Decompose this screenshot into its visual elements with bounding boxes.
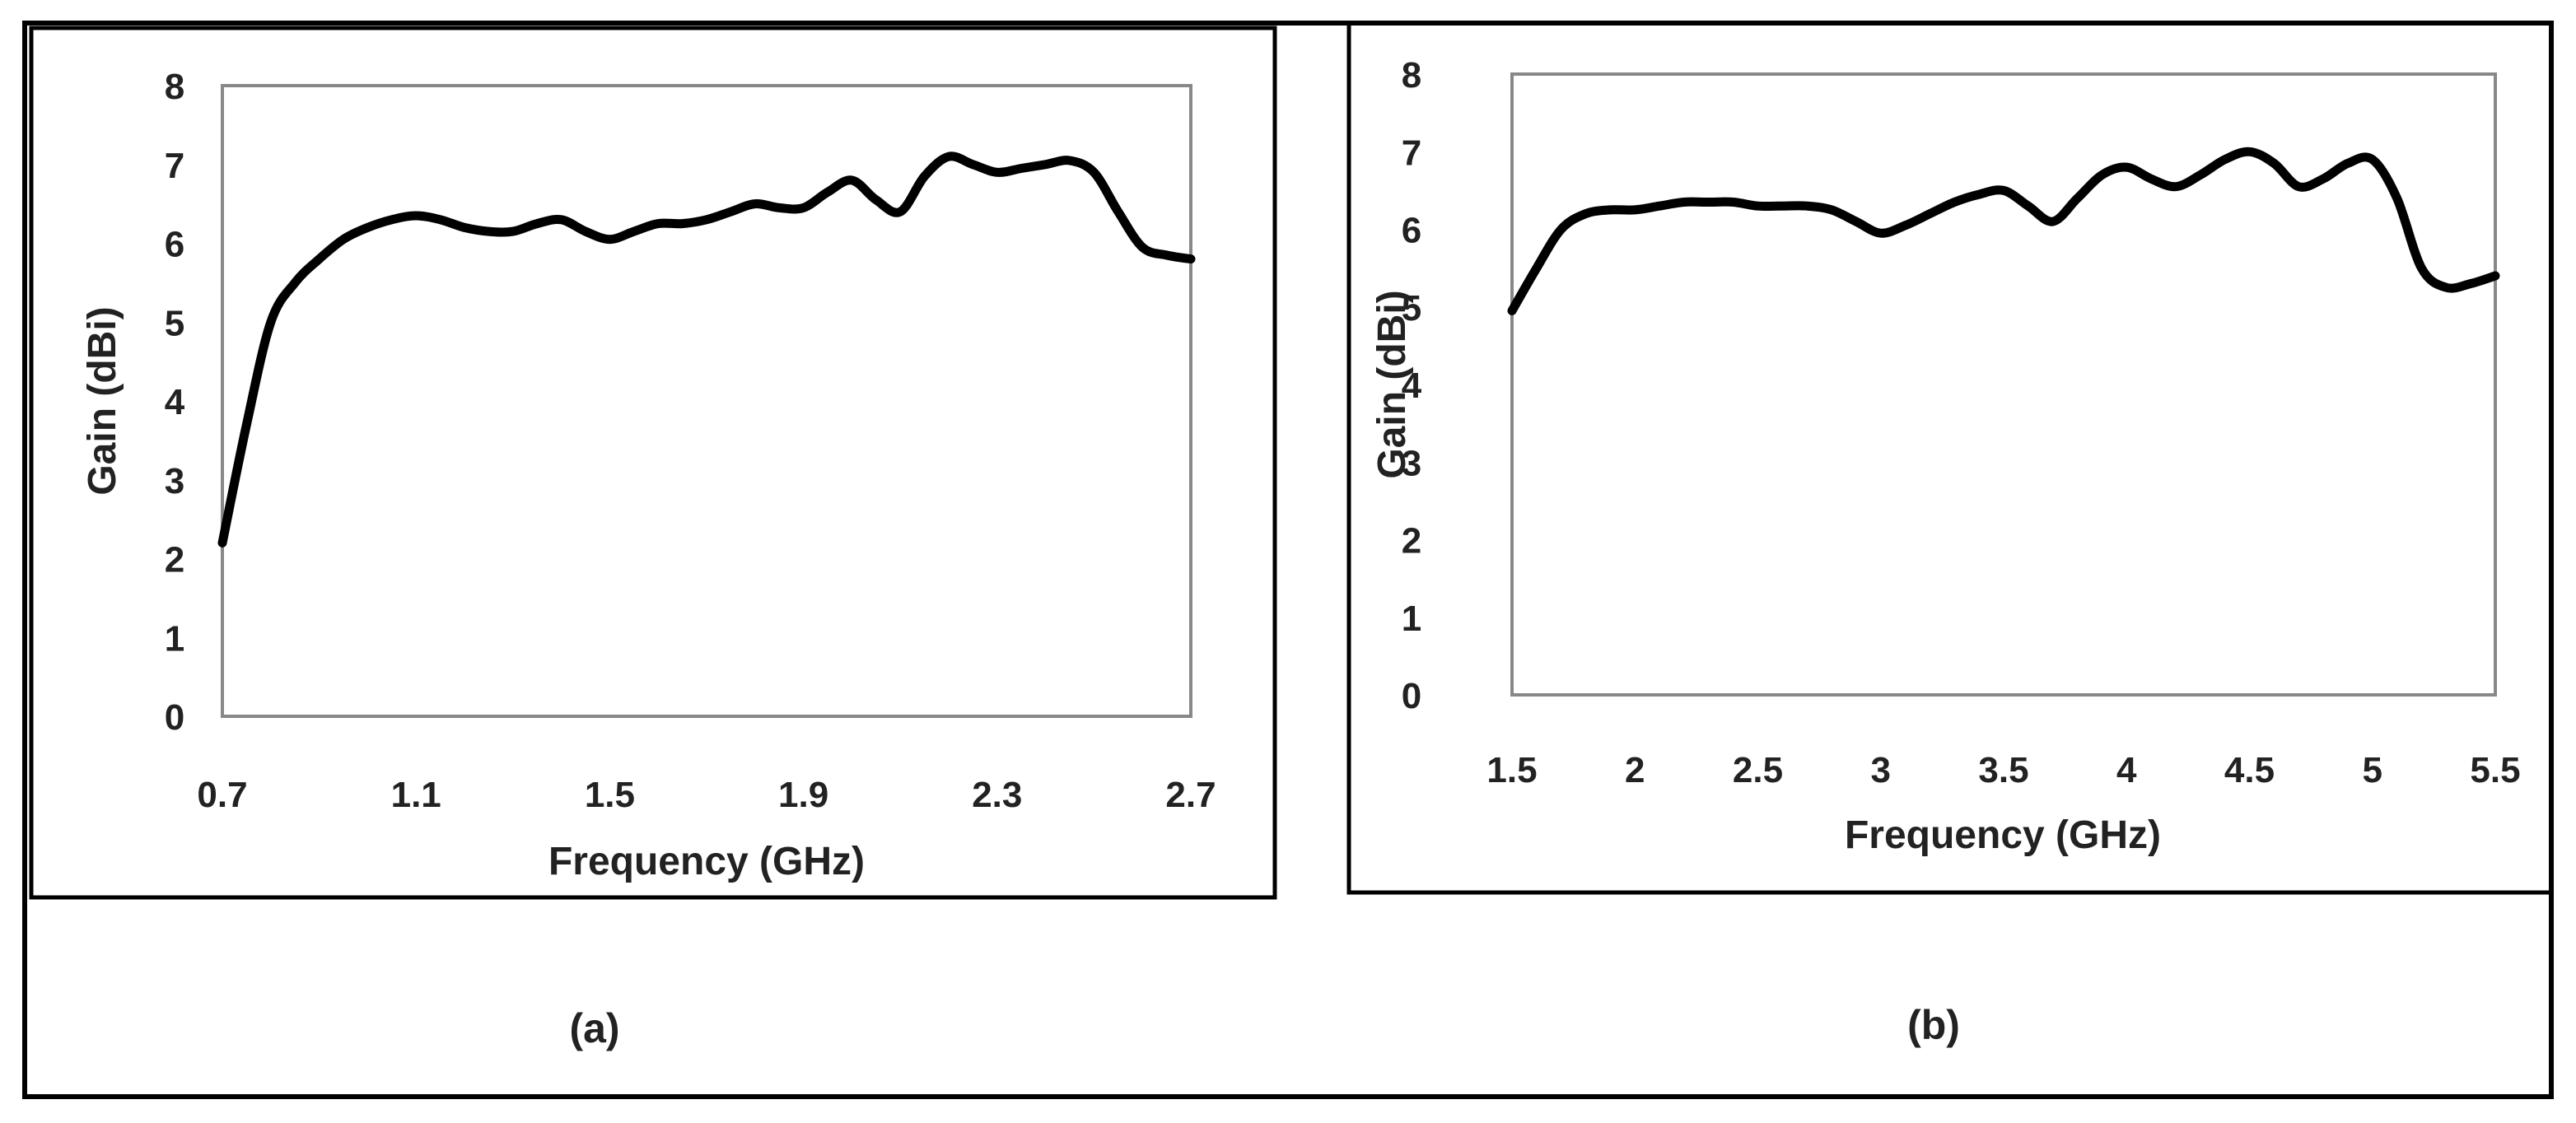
chart-b-y-axis-title: Gain (dBi)	[1370, 290, 1414, 478]
chart-b-x-axis-title: Frequency (GHz)	[1845, 813, 2161, 857]
chart-a-y-tick-label: 1	[165, 618, 184, 659]
chart-a-y-axis-title: Gain (dBi)	[81, 306, 124, 495]
chart-b-y-tick-label: 2	[1402, 521, 1421, 562]
chart-b-y-tick-label: 8	[1402, 55, 1421, 96]
chart-a-x-tick-labels: 0.7 1.1 1.5 1.9 2.3 2.7	[197, 775, 1216, 815]
chart-a-x-tick-label: 2.7	[1165, 775, 1216, 815]
chart-b-x-tick-label: 4.5	[2224, 750, 2275, 790]
chart-a-y-tick-labels: 0 1 2 3 4 5 6 7 8	[165, 67, 185, 738]
chart-a-y-tick-label: 5	[165, 303, 184, 343]
chart-a-caption: (a)	[569, 1005, 619, 1051]
chart-a-x-tick-label: 1.1	[391, 775, 441, 815]
chart-b: 0 1 2 3 4 5 6 7 8 1.5 2 2.5 3 3.5 4 4.5 5 5.5 Frequency …	[1370, 55, 2521, 1048]
chart-a-y-tick-label: 7	[165, 146, 184, 186]
chart-b-x-tick-label: 3.5	[1978, 750, 2028, 790]
chart-b-x-tick-label: 1.5	[1486, 750, 1537, 790]
chart-b-y-tick-label: 4	[1402, 366, 1422, 406]
chart-b-y-tick-label: 7	[1402, 133, 1421, 173]
chart-b-plot-area	[1510, 72, 2497, 697]
chart-a-x-tick-label: 2.3	[972, 775, 1022, 815]
chart-b-y-tick-labels: 0 1 2 3 4 5 6 7 8	[1402, 55, 1422, 716]
chart-b-y-tick-label: 5	[1402, 288, 1421, 329]
chart-a-x-axis-title: Frequency (GHz)	[548, 840, 865, 883]
chart-a-plot-area	[221, 84, 1192, 718]
chart-a-x-tick-label: 1.5	[585, 775, 635, 815]
chart-a: 0 1 2 3 4 5 6 7 8 0.7 1.1 1.5 1.9 2.3 2.7 Frequency (…	[81, 67, 1216, 1051]
chart-b-y-tick-label: 1	[1402, 599, 1421, 639]
chart-b-y-tick-label: 6	[1402, 211, 1421, 251]
chart-b-x-tick-label: 4	[2116, 750, 2137, 790]
chart-a-y-tick-label: 8	[165, 67, 184, 107]
chart-a-y-tick-label: 3	[165, 461, 184, 501]
chart-a-y-tick-label: 4	[165, 382, 185, 422]
chart-a-y-tick-label: 6	[165, 225, 184, 265]
chart-b-x-tick-label: 2.5	[1733, 750, 1783, 790]
chart-b-caption: (b)	[1907, 1002, 1960, 1048]
chart-a-series-line	[217, 151, 1196, 548]
chart-a-x-tick-label: 0.7	[197, 775, 247, 815]
chart-b-x-tick-label: 3	[1871, 750, 1891, 790]
panel-a-frame	[29, 26, 1277, 900]
chart-b-series-line	[1507, 147, 2500, 315]
chart-b-x-tick-labels: 1.5 2 2.5 3 3.5 4 4.5 5 5.5	[1486, 750, 2520, 790]
panel-b-frame	[1346, 21, 2554, 895]
chart-a-y-tick-label: 0	[165, 697, 184, 738]
chart-b-x-tick-label: 5	[2363, 750, 2382, 790]
chart-b-x-tick-label: 2	[1625, 750, 1645, 790]
chart-a-y-tick-label: 2	[165, 540, 184, 580]
chart-b-x-tick-label: 5.5	[2470, 750, 2520, 790]
chart-b-y-tick-label: 0	[1402, 676, 1421, 716]
chart-b-y-tick-label: 3	[1402, 443, 1421, 483]
chart-a-x-tick-label: 1.9	[778, 775, 828, 815]
